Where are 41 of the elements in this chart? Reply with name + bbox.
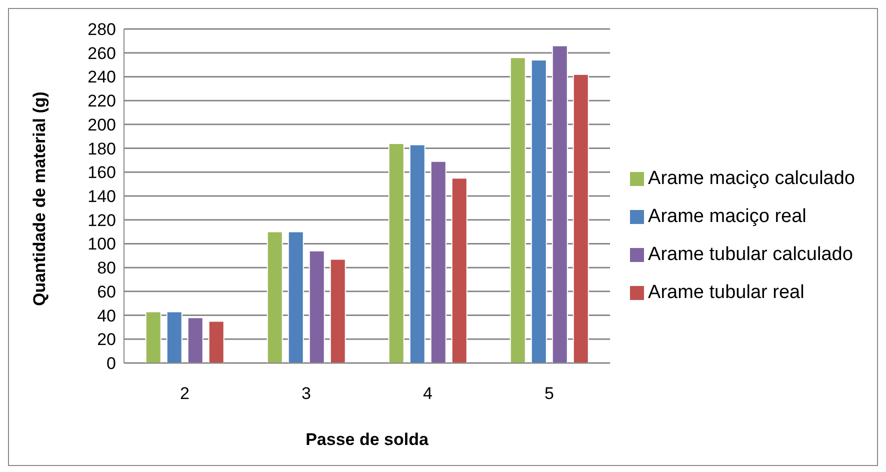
y-tick-label: 280 [88, 20, 116, 40]
bar [166, 311, 182, 363]
bar [388, 143, 404, 363]
x-tick-label: 2 [180, 384, 190, 404]
bar [552, 45, 568, 363]
bar [451, 178, 468, 363]
y-tick-label: 120 [88, 210, 116, 230]
bar [308, 250, 325, 363]
legend-label: Arame tubular calculado [648, 244, 853, 265]
y-tick-label: 240 [88, 68, 116, 87]
bar [409, 144, 426, 363]
legend-label: Arame maciço real [648, 206, 806, 227]
bar [288, 231, 304, 363]
x-tick-label: 5 [544, 384, 554, 404]
y-tick-label: 260 [88, 44, 116, 63]
y-tick-label: 160 [88, 163, 116, 182]
y-tick-label: 180 [88, 139, 116, 158]
legend-label: Arame maciço calculado [648, 168, 855, 189]
bar [330, 258, 346, 363]
bar [187, 317, 204, 363]
bar [430, 160, 446, 363]
bar [266, 231, 283, 363]
y-tick-label: 200 [88, 115, 116, 134]
bar [510, 57, 526, 363]
x-tick-label: 4 [423, 384, 432, 404]
bar [208, 320, 224, 363]
y-tick-label: 220 [88, 92, 116, 111]
y-tick-label: 60 [97, 282, 116, 302]
y-tick-label: 40 [97, 306, 116, 326]
y-tick-label: 20 [97, 330, 116, 350]
x-axis-title: Passe de solda [306, 430, 429, 449]
y-tick-label: 80 [97, 258, 116, 278]
bar [145, 311, 162, 363]
legend-label: Arame tubular real [648, 282, 804, 303]
y-tick-label: 0 [106, 354, 116, 374]
y-axis-title: Quantidade de material (g) [30, 92, 50, 306]
y-tick-label: 140 [88, 187, 116, 206]
bar [572, 74, 589, 363]
x-tick-label: 3 [302, 384, 311, 404]
y-tick-label: 100 [88, 234, 116, 254]
bar [530, 60, 547, 363]
